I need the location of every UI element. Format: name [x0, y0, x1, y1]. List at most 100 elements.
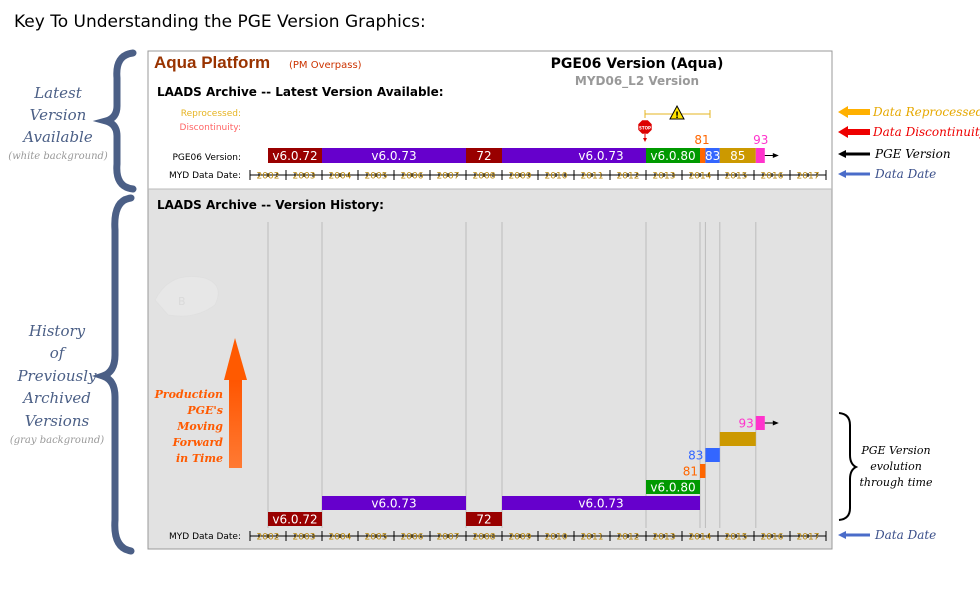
discontinuity-label: Discontinuity: — [180, 123, 241, 133]
latest-version-bar — [755, 148, 765, 163]
history-year-label: 2014 — [689, 533, 712, 543]
latest-year-label: 2006 — [401, 172, 424, 182]
history-year-label: 2012 — [617, 533, 640, 543]
latest-label-line: Latest — [33, 84, 83, 102]
svg-text:Data Date: Data Date — [874, 167, 936, 181]
latest-year-label: 2009 — [509, 172, 532, 182]
history-version-bar — [705, 448, 720, 462]
latest-year-label: 2008 — [473, 172, 496, 182]
history-year-label: 2003 — [293, 533, 316, 543]
latest-version-bar — [705, 148, 720, 163]
stop-sign-icon: STOP — [637, 119, 653, 142]
page-title: Key To Understanding the PGE Version Gra… — [14, 12, 426, 32]
svg-text:PGE Version: PGE Version — [874, 147, 951, 161]
history-date-row-label: MYD Data Date: — [169, 532, 241, 542]
latest-year-label: 2007 — [437, 172, 460, 182]
history-version-label: 85 — [730, 433, 745, 447]
production-note-line: Forward — [172, 436, 224, 449]
latest-version-label: 85 — [730, 149, 745, 163]
right-history-data-date: Data Date — [838, 528, 936, 542]
history-version-label: v6.0.80 — [650, 481, 695, 495]
history-label-line: History — [28, 322, 86, 340]
latest-version-label: 72 — [476, 149, 491, 163]
right-history-line: evolution — [870, 460, 922, 473]
history-year-label: 2005 — [365, 533, 388, 543]
production-note-line: Production — [154, 388, 223, 401]
history-year-label: 2013 — [653, 533, 676, 543]
history-version-bar — [646, 480, 700, 494]
history-version-bar — [268, 512, 322, 526]
latest-version-bar — [466, 148, 502, 163]
svg-text:Data Reprocessed: Data Reprocessed — [872, 105, 980, 119]
history-label-line: of — [50, 344, 67, 362]
history-version-bar — [466, 512, 502, 526]
overpass-label: (PM Overpass) — [289, 60, 362, 71]
history-note: (gray background) — [10, 435, 104, 446]
history-version-bar — [322, 496, 466, 510]
history-bracket-icon — [91, 194, 135, 555]
history-year-label: 2011 — [581, 533, 604, 543]
history-year-label: 2004 — [329, 533, 352, 543]
latest-version-label: v6.0.72 — [272, 149, 317, 163]
history-version-bar — [700, 464, 706, 478]
svg-text:!: ! — [675, 111, 679, 121]
svg-text:B: B — [178, 295, 186, 308]
legend-data-date: Data Date — [838, 167, 936, 181]
history-year-label: 2017 — [797, 533, 820, 543]
latest-version-label: v6.0.73 — [371, 149, 416, 163]
latest-year-label: 2005 — [365, 172, 388, 182]
latest-continue-arrowhead — [772, 153, 779, 158]
history-year-label: 2009 — [509, 533, 532, 543]
latest-version-label: 81 — [694, 133, 709, 147]
history-continue-arrowhead — [772, 420, 779, 426]
history-year-label: 2006 — [401, 533, 424, 543]
latest-version-bar — [322, 148, 466, 163]
history-version-label: 81 — [683, 465, 698, 479]
history-panel — [147, 188, 833, 550]
pge-title: PGE06 Version (Aqua) — [551, 56, 724, 72]
latest-year-label: 2011 — [581, 172, 604, 182]
latest-date-row-label: MYD Data Date: — [169, 171, 241, 181]
version-row-label: PGE06 Version: — [172, 153, 241, 163]
latest-year-label: 2003 — [293, 172, 316, 182]
latest-year-label: 2010 — [545, 172, 568, 182]
latest-year-label: 2013 — [653, 172, 676, 182]
history-version-label: v6.0.73 — [578, 497, 623, 511]
history-year-label: 2016 — [761, 533, 784, 543]
legend-data-discontinuity: Data Discontinuity — [838, 125, 980, 139]
svg-text:Data Date: Data Date — [874, 528, 936, 542]
latest-version-label: 83 — [705, 149, 720, 163]
latest-year-label: 2014 — [689, 172, 712, 182]
history-label-line: Archived — [21, 389, 91, 407]
history-year-label: 2015 — [725, 533, 748, 543]
history-year-label: 2002 — [257, 533, 280, 543]
history-version-bar — [502, 496, 700, 510]
faint-watermark: B — [154, 275, 219, 317]
latest-year-label: 2017 — [797, 172, 820, 182]
production-note-line: Moving — [176, 420, 223, 433]
history-version-label: 83 — [688, 449, 703, 463]
latest-version-label: v6.0.73 — [578, 149, 623, 163]
production-arrow-icon — [224, 338, 247, 468]
history-version-label: 93 — [739, 417, 754, 431]
right-history-bracket-icon — [838, 412, 859, 521]
latest-year-label: 2002 — [257, 172, 280, 182]
latest-label-line: Version — [30, 106, 87, 124]
latest-note: (white background) — [8, 151, 108, 162]
history-heading: LAADS Archive -- Version History: — [157, 198, 384, 212]
latest-year-label: 2015 — [725, 172, 748, 182]
history-year-label: 2007 — [437, 533, 460, 543]
platform-title: Aqua Platform — [154, 53, 270, 72]
latest-heading: LAADS Archive -- Latest Version Availabl… — [157, 85, 444, 99]
right-legend: Data Reprocessed Data Discontinuity PGE … — [838, 105, 980, 181]
right-history-line: through time — [860, 476, 933, 489]
production-note-line: PGE's — [186, 404, 223, 417]
product-label: MYD06_L2 Version — [575, 74, 699, 89]
latest-version-bar — [700, 148, 706, 163]
history-year-label: 2010 — [545, 533, 568, 543]
history-version-bar — [719, 432, 756, 446]
history-version-label: v6.0.72 — [272, 513, 317, 527]
history-version-label: v6.0.73 — [371, 497, 416, 511]
reprocessed-label: Reprocessed: — [181, 109, 241, 119]
